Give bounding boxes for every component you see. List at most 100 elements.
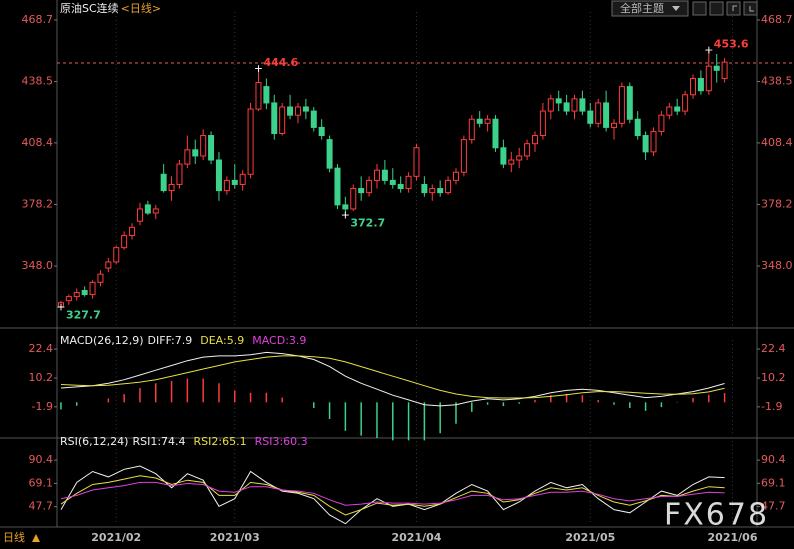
candle-body — [642, 135, 649, 153]
candle-body — [516, 155, 523, 161]
y-tick-label: 378.2 — [22, 197, 54, 210]
candle-body — [105, 261, 112, 269]
candle-body — [539, 110, 546, 137]
candle-body — [318, 126, 325, 137]
window-controls — [692, 1, 758, 16]
candle-body — [713, 65, 720, 71]
y-tick-label: 22.4 — [29, 342, 54, 355]
candle-body — [200, 135, 207, 157]
x-tick-label: 2021/03 — [210, 531, 260, 544]
candle-body — [121, 234, 128, 249]
candle-body — [208, 135, 215, 161]
y-tick-label: 408.4 — [761, 136, 793, 149]
candle-body — [247, 108, 254, 175]
candle-body — [358, 188, 365, 194]
candle-body — [144, 204, 151, 214]
candle-body — [682, 94, 689, 112]
y-tick-label: 378.2 — [761, 197, 793, 210]
candle-body — [381, 169, 388, 181]
instrument-title: 原油SC连续 — [60, 1, 119, 15]
period-tab[interactable]: 日线 — [3, 530, 25, 544]
legend-entry: RSI1:74.4 — [132, 435, 185, 448]
candle-body — [168, 183, 175, 192]
candle-body — [136, 208, 143, 222]
candle-body — [160, 173, 167, 192]
layout-button[interactable] — [709, 1, 724, 16]
candle-body — [476, 118, 483, 124]
y-tick-label: 438.5 — [22, 75, 54, 88]
candle-body — [690, 77, 697, 96]
candle-body — [666, 106, 673, 116]
y-tick-label: 468.7 — [761, 13, 793, 26]
y-tick-label: 438.5 — [761, 75, 793, 88]
candle-body — [413, 147, 420, 177]
y-tick-label: 10.2 — [29, 371, 54, 384]
y-tick-label: 22.4 — [761, 342, 786, 355]
candle-body — [452, 171, 459, 181]
legend-entry: DEA:5.9 — [200, 334, 244, 347]
theme-button-label[interactable]: 全部主题 — [620, 1, 664, 15]
indicator-line — [60, 351, 725, 407]
extreme-marker: + — [56, 300, 65, 313]
candle-body — [231, 179, 238, 185]
extreme-marker: + — [254, 62, 263, 75]
candle-body — [405, 175, 412, 190]
candle-body — [255, 82, 262, 110]
indicator-title: MACD(26,12,9) — [60, 334, 144, 347]
candle-body — [571, 98, 578, 112]
candle-body — [129, 226, 136, 236]
candle-body — [531, 135, 538, 145]
candle-body — [579, 98, 586, 112]
candle-body — [563, 102, 570, 112]
candle-body — [271, 102, 278, 135]
candle-body — [492, 118, 499, 149]
x-tick-label: 2021/05 — [565, 531, 615, 544]
candle-body — [610, 122, 617, 128]
candle-body — [113, 247, 120, 263]
x-tick-label: 2021/02 — [91, 531, 141, 544]
candle-body — [81, 289, 88, 296]
candle-body — [97, 273, 104, 283]
period-label: <日线> — [121, 1, 161, 15]
candle-body — [152, 208, 159, 214]
candle-body — [73, 292, 80, 298]
extreme-label: 327.7 — [66, 308, 101, 321]
candle-body — [705, 65, 712, 92]
legend-entry: DIFF:7.9 — [148, 334, 193, 347]
candle-body — [397, 183, 404, 190]
theme-button[interactable] — [611, 0, 689, 17]
indicator-title: RSI(6,12,24) — [60, 435, 128, 448]
candle-body — [460, 139, 467, 173]
y-tick-label: 47.7 — [29, 500, 54, 513]
x-tick-label: 2021/06 — [708, 531, 758, 544]
candle-body — [239, 173, 246, 185]
tab-arrow — [32, 534, 40, 542]
candle-body — [445, 179, 452, 194]
candle-body — [547, 98, 554, 112]
legend-entry: RSI3:60.3 — [255, 435, 308, 448]
zoom-button[interactable] — [692, 1, 707, 16]
extreme-marker: + — [341, 209, 350, 222]
y-tick-label: 69.1 — [761, 476, 786, 489]
button-icons — [732, 5, 754, 12]
candle-body — [626, 86, 633, 120]
candle-body — [215, 159, 222, 192]
candle-body — [65, 296, 72, 302]
y-tick-label: 69.1 — [29, 476, 54, 489]
candle-body — [500, 147, 507, 165]
candle-body — [484, 118, 491, 124]
y-tick-label: 47.7 — [761, 500, 786, 513]
y-tick-label: 348.0 — [22, 259, 54, 272]
candle-body — [468, 118, 475, 141]
candle-body — [429, 188, 436, 194]
y-tick-label: 90.4 — [29, 453, 54, 466]
indicator-line — [60, 465, 725, 525]
x-tick-label: 2021/04 — [392, 531, 442, 544]
indicator-line — [60, 355, 725, 399]
legend-entry: RSI2:65.1 — [194, 435, 247, 448]
y-tick-label: 408.4 — [22, 136, 54, 149]
candle-body — [326, 139, 333, 169]
candle-body — [587, 110, 594, 124]
candle-body — [302, 106, 309, 112]
y-tick-label: 10.2 — [761, 371, 786, 384]
